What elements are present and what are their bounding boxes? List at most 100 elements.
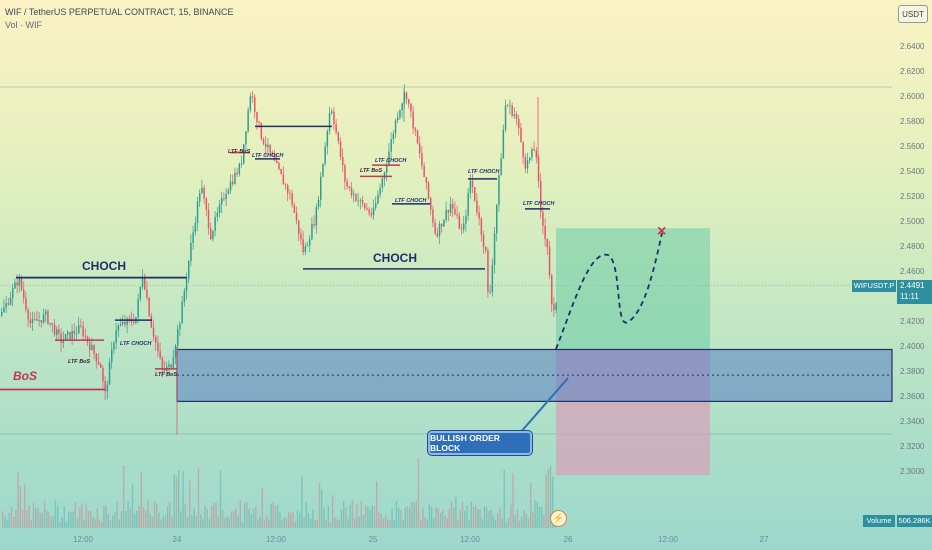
candle-body	[445, 210, 447, 220]
candle-body	[553, 304, 555, 311]
time-axis[interactable]: 12:00 24 12:00 25 12:00 26 12:00 27	[0, 530, 892, 550]
candle-body	[93, 345, 95, 354]
volume-bar	[175, 476, 178, 528]
candle-body	[16, 282, 18, 286]
volume-bar	[197, 468, 200, 528]
volume-bar	[367, 506, 369, 528]
candle-body	[531, 149, 533, 158]
candle-body	[287, 185, 289, 194]
candle-body	[40, 320, 43, 323]
candle-body	[69, 332, 71, 339]
volume-bar	[336, 519, 338, 528]
lightning-icon[interactable]: ⚡	[550, 510, 567, 527]
volume-bar	[340, 509, 343, 528]
volume-bar	[490, 509, 492, 528]
candle-body	[447, 210, 450, 213]
volume-bar	[349, 505, 351, 528]
candle-body	[509, 105, 511, 107]
candle-body	[234, 172, 236, 184]
volume-bar	[400, 510, 402, 528]
candle-body	[441, 223, 443, 227]
candle-body	[188, 260, 190, 279]
price-tick-label: 2.3200	[900, 442, 925, 451]
candle-body	[353, 194, 355, 196]
candle-body	[449, 203, 452, 213]
volume-bar	[17, 471, 19, 528]
candle-body	[42, 314, 45, 323]
volume-bar	[354, 518, 356, 528]
candle-body	[469, 180, 472, 193]
volume-bar	[57, 505, 59, 528]
volume-bar	[398, 508, 400, 528]
candle-body	[106, 384, 109, 392]
candle-body	[60, 333, 62, 343]
volume-bar	[230, 511, 233, 528]
candle-body	[47, 311, 49, 324]
candle-body	[102, 367, 104, 382]
price-axis[interactable]: 2.6400 2.6200 2.6000 2.5800 2.5600 2.5400 2.52…	[892, 0, 932, 550]
candle-body	[436, 233, 439, 237]
candle-body	[533, 149, 535, 151]
volume-bar	[483, 506, 486, 528]
volume-bar	[204, 505, 206, 528]
volume-bar	[380, 514, 382, 528]
volume-bar	[530, 482, 532, 528]
bar-countdown: 11:11	[900, 292, 919, 301]
candle-body	[487, 250, 489, 292]
volume-bar	[171, 517, 173, 528]
candle-body	[291, 193, 293, 205]
candle-body	[194, 223, 197, 233]
candle-body	[273, 155, 276, 161]
candle-body	[295, 212, 298, 221]
volume-bar	[433, 518, 435, 528]
volume-bar	[52, 516, 54, 528]
volume-bar	[235, 508, 237, 528]
candle-body	[399, 110, 401, 118]
volume-bar	[547, 469, 549, 528]
price-tick-label: 2.5600	[900, 142, 925, 151]
volume-bar	[519, 520, 521, 528]
candle-body	[100, 364, 102, 368]
candle-body	[141, 276, 144, 287]
candle-body	[289, 193, 291, 194]
candle-body	[458, 215, 461, 229]
candle-body	[284, 184, 287, 186]
volume-bar	[244, 503, 246, 528]
volume-bar	[534, 500, 536, 528]
volume-bar	[536, 501, 538, 528]
candle-body	[416, 130, 419, 144]
volume-bar	[219, 469, 222, 528]
candle-body	[254, 97, 256, 113]
time-tick-label: 12:00	[459, 535, 481, 544]
candle-body	[80, 325, 82, 327]
candle-body	[482, 234, 485, 247]
time-tick-label: 24	[172, 535, 182, 544]
candle-body	[485, 246, 487, 251]
volume-bar	[189, 480, 191, 528]
candle-body	[192, 232, 194, 244]
volume-bar	[415, 500, 417, 528]
candle-body	[518, 118, 520, 128]
volume-bar	[50, 516, 52, 528]
candle-body	[212, 230, 214, 240]
candle-body	[203, 187, 205, 199]
candle-body	[542, 212, 544, 227]
candle-body	[311, 224, 313, 240]
currency-badge[interactable]: USDT	[898, 5, 928, 23]
volume-bar	[270, 504, 272, 528]
candle-body	[419, 143, 421, 153]
volume-bar	[15, 509, 17, 528]
price-tick-label: 2.4000	[900, 342, 925, 351]
candle-body	[394, 120, 397, 134]
candle-body	[427, 182, 430, 199]
candle-body	[414, 128, 417, 131]
candle-body	[397, 117, 399, 121]
volume-bar	[116, 502, 118, 528]
volume-bar	[288, 512, 290, 528]
candle-body	[335, 124, 337, 133]
candle-body	[298, 220, 300, 234]
candle-body	[148, 298, 150, 316]
candle-body	[111, 349, 113, 363]
